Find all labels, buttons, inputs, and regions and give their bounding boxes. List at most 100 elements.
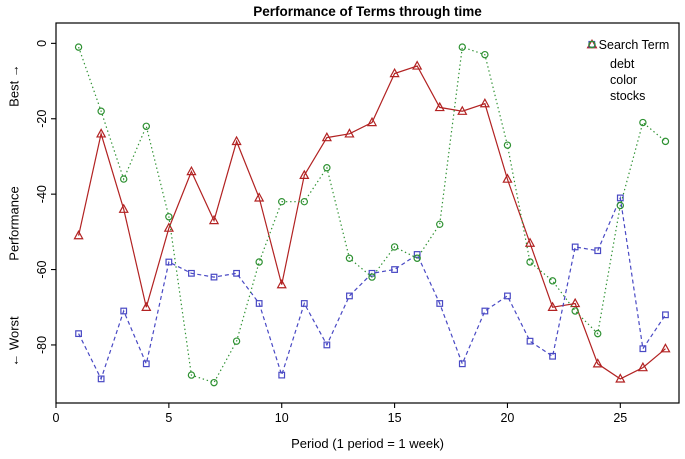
y-tick-label: 0 (35, 40, 49, 47)
square-marker-icon (526, 337, 534, 345)
triangle-marker-icon (141, 301, 152, 311)
circle-marker-icon (232, 337, 241, 345)
series-debt (73, 60, 671, 383)
square-marker-icon (436, 300, 444, 307)
legend-entry-stocks: stocks (584, 40, 684, 104)
circle-marker-icon (436, 220, 444, 229)
triangle-marker-icon (479, 98, 490, 108)
triangle-marker-icon (186, 165, 197, 176)
triangle-marker-icon (457, 105, 468, 115)
x-tick-label: 10 (275, 411, 289, 425)
series-stocks-line (78, 46, 666, 384)
circle-marker-icon (458, 43, 467, 51)
square-marker-icon (368, 269, 376, 277)
circle-marker-icon (548, 277, 557, 285)
triangle-marker-icon (592, 358, 603, 368)
circle-marker-icon (390, 243, 399, 251)
square-marker-icon (300, 300, 308, 307)
square-marker-icon (97, 375, 105, 383)
circle-marker-icon (300, 197, 308, 206)
square-marker-icon (504, 292, 511, 300)
circle-marker-icon (323, 164, 331, 172)
triangle-marker-icon (276, 278, 287, 289)
triangle-marker-icon (389, 67, 400, 78)
circle-marker-icon (594, 329, 602, 338)
square-marker-icon (571, 243, 579, 251)
plot-box (55, 22, 680, 404)
triangle-marker-icon (570, 297, 581, 308)
triangle-marker-icon (208, 214, 220, 225)
triangle-marker-icon (231, 135, 242, 146)
square-marker-icon (391, 266, 398, 273)
square-marker-icon (165, 258, 173, 266)
square-marker-icon (549, 352, 556, 360)
circle-marker-icon (187, 371, 196, 379)
triangle-marker-icon (524, 237, 536, 247)
x-tick-label: 20 (500, 411, 514, 425)
triangle-marker-icon (96, 128, 107, 138)
square-marker-icon (120, 307, 128, 315)
circle-marker-icon (142, 122, 150, 130)
square-marker-icon (233, 269, 240, 277)
circle-marker-icon (165, 213, 173, 221)
square-marker-icon (413, 251, 421, 258)
circle-marker-icon (584, 40, 604, 103)
x-tick-label: 5 (165, 411, 172, 425)
triangle-marker-icon (637, 361, 648, 372)
square-marker-icon (142, 360, 150, 368)
y-tick-label: -80 (35, 336, 49, 354)
circle-marker-icon (571, 307, 579, 315)
square-marker-icon (255, 300, 263, 307)
circle-marker-icon (503, 141, 512, 149)
square-marker-icon (639, 345, 647, 353)
square-marker-icon (594, 247, 602, 255)
series-stocks (74, 43, 670, 387)
legend: Search Term debt color stocks (584, 38, 684, 104)
legend-label-color: color (610, 73, 638, 87)
circle-marker-icon (481, 50, 489, 59)
triangle-marker-icon (434, 101, 445, 112)
series-color-line (78, 195, 666, 381)
legend-label-stocks: stocks (610, 89, 646, 103)
triangle-marker-icon (615, 373, 626, 383)
chart-title: Performance of Terms through time (253, 4, 482, 19)
triangle-marker-icon (73, 229, 84, 240)
x-tick-label: 0 (53, 411, 60, 425)
square-marker-icon (278, 371, 286, 379)
circle-marker-icon (661, 137, 670, 146)
triangle-marker-icon (412, 60, 423, 70)
circle-marker-icon (210, 378, 218, 387)
legend-label-debt: debt (610, 57, 635, 71)
y-tick-label: -40 (35, 185, 49, 203)
y-tick-label: -60 (35, 260, 49, 278)
square-marker-icon (458, 360, 466, 368)
square-marker-icon (75, 330, 82, 338)
legend-title: Search Term (598, 38, 670, 52)
x-tick-label: 15 (388, 411, 402, 425)
triangle-marker-icon (118, 203, 129, 213)
triangle-marker-icon (660, 343, 671, 353)
circle-marker-icon (413, 254, 421, 262)
square-marker-icon (188, 269, 195, 277)
triangle-marker-icon (502, 173, 513, 183)
circle-marker-icon (345, 254, 354, 262)
triangle-marker-icon (163, 222, 174, 232)
square-marker-icon (346, 292, 353, 300)
series-debt-line (78, 65, 666, 380)
triangle-marker-icon (299, 169, 310, 180)
circle-marker-icon (368, 273, 376, 281)
x-tick-label: 25 (613, 411, 627, 425)
x-axis-label: Period (1 period = 1 week) (291, 436, 444, 451)
legend-entry-debt: debt (584, 39, 684, 72)
legend-entry-color: color (584, 40, 684, 88)
circle-marker-icon (74, 43, 83, 51)
square-marker-icon (616, 194, 624, 202)
circle-marker-icon (639, 118, 647, 127)
triangle-marker-icon (547, 301, 558, 311)
square-marker-icon (323, 341, 331, 349)
triangle-marker-icon (321, 131, 332, 142)
square-marker-icon (584, 40, 604, 87)
y-tick-label: -20 (35, 110, 49, 128)
circle-marker-icon (120, 175, 128, 183)
